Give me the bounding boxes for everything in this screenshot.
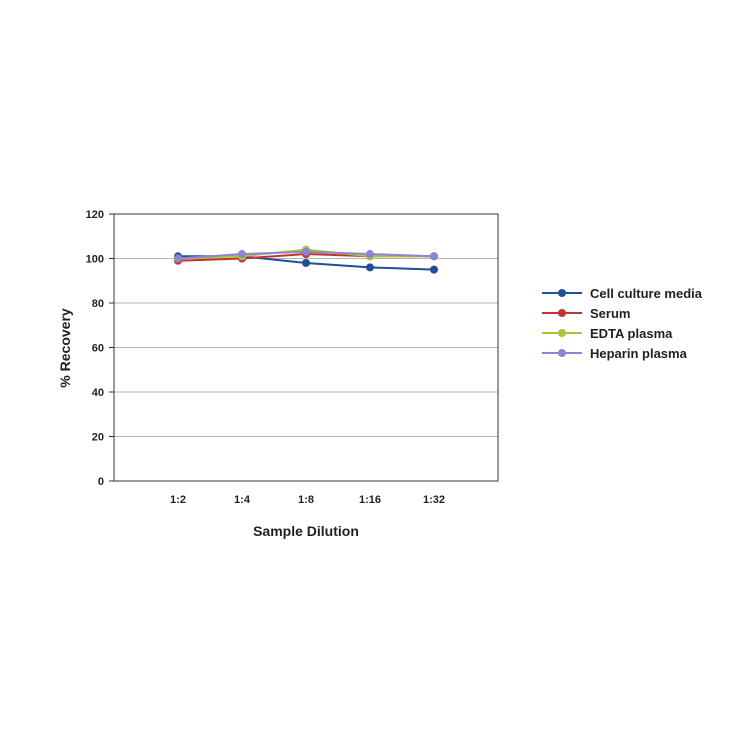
data-point bbox=[430, 265, 438, 274]
y-tick-label: 20 bbox=[92, 432, 104, 444]
x-axis-ticks: 1:2 1:4 1:8 1:16 1:32 bbox=[170, 494, 445, 506]
x-tick-label: 1:4 bbox=[234, 494, 251, 506]
legend-marker bbox=[558, 329, 566, 337]
y-axis-ticks: 0 20 40 60 80 100 120 bbox=[86, 209, 114, 488]
data-point bbox=[302, 247, 310, 256]
data-point bbox=[238, 250, 246, 259]
legend-marker bbox=[558, 349, 566, 357]
legend-marker bbox=[558, 309, 566, 317]
y-tick-label: 100 bbox=[86, 254, 104, 266]
data-point bbox=[174, 254, 182, 263]
y-tick-label: 40 bbox=[92, 387, 104, 399]
series-lines bbox=[174, 245, 438, 274]
y-tick-label: 0 bbox=[98, 476, 104, 488]
data-point bbox=[302, 258, 310, 267]
y-axis-title: % Recovery bbox=[57, 308, 73, 388]
x-tick-label: 1:16 bbox=[359, 494, 381, 506]
legend-marker bbox=[558, 289, 566, 297]
y-tick-label: 60 bbox=[92, 343, 104, 355]
legend-label: EDTA plasma bbox=[590, 326, 673, 341]
legend-label: Serum bbox=[590, 306, 630, 321]
data-point bbox=[430, 252, 438, 261]
data-point bbox=[366, 263, 374, 272]
x-tick-label: 1:32 bbox=[423, 494, 445, 506]
legend: Cell culture media Serum EDTA plasma Hepari… bbox=[542, 286, 703, 361]
x-tick-label: 1:2 bbox=[170, 494, 186, 506]
y-tick-label: 80 bbox=[92, 298, 104, 310]
data-point bbox=[366, 250, 374, 259]
legend-label: Heparin plasma bbox=[590, 346, 688, 361]
legend-label: Cell culture media bbox=[590, 286, 703, 301]
x-axis-title: Sample Dilution bbox=[253, 523, 359, 539]
x-tick-label: 1:8 bbox=[298, 494, 314, 506]
y-tick-label: 120 bbox=[86, 209, 104, 221]
